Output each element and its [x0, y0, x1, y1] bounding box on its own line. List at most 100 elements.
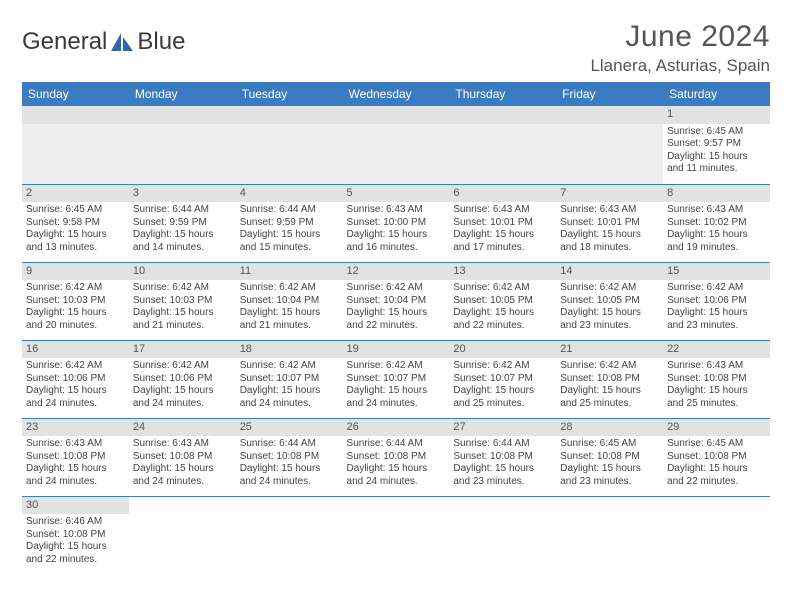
daylight-text: and 13 minutes.	[26, 242, 125, 255]
sunset-text: Sunset: 10:01 PM	[560, 217, 659, 230]
day-number: 18	[236, 341, 343, 359]
daylight-text: and 17 minutes.	[453, 242, 552, 255]
day-header: Sunday	[22, 82, 129, 106]
day-number: 19	[343, 341, 450, 359]
day-number: 20	[449, 341, 556, 359]
day-header: Wednesday	[343, 82, 450, 106]
calendar-cell: 20Sunrise: 6:42 AMSunset: 10:07 PMDaylig…	[449, 340, 556, 418]
sail-icon	[109, 31, 135, 53]
calendar-cell: 7Sunrise: 6:43 AMSunset: 10:01 PMDayligh…	[556, 184, 663, 262]
calendar-cell: 22Sunrise: 6:43 AMSunset: 10:08 PMDaylig…	[663, 340, 770, 418]
daylight-text: Daylight: 15 hours	[560, 307, 659, 320]
calendar-cell: 19Sunrise: 6:42 AMSunset: 10:07 PMDaylig…	[343, 340, 450, 418]
sunrise-text: Sunrise: 6:43 AM	[667, 360, 766, 373]
calendar-cell: 21Sunrise: 6:42 AMSunset: 10:08 PMDaylig…	[556, 340, 663, 418]
daylight-text: and 25 minutes.	[667, 398, 766, 411]
day-number: 8	[663, 185, 770, 203]
day-number: 25	[236, 419, 343, 437]
calendar-cell: 30Sunrise: 6:46 AMSunset: 10:08 PMDaylig…	[22, 496, 129, 574]
sunrise-text: Sunrise: 6:43 AM	[26, 438, 125, 451]
daylight-text: and 21 minutes.	[240, 320, 339, 333]
daylight-text: Daylight: 15 hours	[133, 307, 232, 320]
sunset-text: Sunset: 10:08 PM	[667, 373, 766, 386]
calendar-cell: 26Sunrise: 6:44 AMSunset: 10:08 PMDaylig…	[343, 418, 450, 496]
calendar-cell: 25Sunrise: 6:44 AMSunset: 10:08 PMDaylig…	[236, 418, 343, 496]
sunrise-text: Sunrise: 6:42 AM	[133, 360, 232, 373]
calendar-cell: 11Sunrise: 6:42 AMSunset: 10:04 PMDaylig…	[236, 262, 343, 340]
sunset-text: Sunset: 10:07 PM	[453, 373, 552, 386]
sunset-text: Sunset: 10:08 PM	[26, 451, 125, 464]
daylight-text: Daylight: 15 hours	[667, 463, 766, 476]
sunset-text: Sunset: 10:08 PM	[667, 451, 766, 464]
daylight-text: Daylight: 15 hours	[667, 385, 766, 398]
calendar-cell: 3Sunrise: 6:44 AMSunset: 9:59 PMDaylight…	[129, 184, 236, 262]
sunrise-text: Sunrise: 6:44 AM	[453, 438, 552, 451]
day-header: Monday	[129, 82, 236, 106]
daylight-text: and 24 minutes.	[133, 476, 232, 489]
day-number: 23	[22, 419, 129, 437]
sunrise-text: Sunrise: 6:45 AM	[667, 126, 766, 139]
calendar-cell: 4Sunrise: 6:44 AMSunset: 9:59 PMDaylight…	[236, 184, 343, 262]
day-number: 2	[22, 185, 129, 203]
daylight-text: and 21 minutes.	[133, 320, 232, 333]
day-number: 9	[22, 263, 129, 281]
calendar-cell	[449, 496, 556, 574]
daylight-text: and 24 minutes.	[347, 476, 446, 489]
daylight-text: Daylight: 15 hours	[667, 229, 766, 242]
sunrise-text: Sunrise: 6:45 AM	[26, 204, 125, 217]
sunset-text: Sunset: 10:01 PM	[453, 217, 552, 230]
sunset-text: Sunset: 10:08 PM	[560, 373, 659, 386]
daylight-text: and 15 minutes.	[240, 242, 339, 255]
calendar-row: 16Sunrise: 6:42 AMSunset: 10:06 PMDaylig…	[22, 340, 770, 418]
daylight-text: and 18 minutes.	[560, 242, 659, 255]
day-number: 10	[129, 263, 236, 281]
calendar-cell: 27Sunrise: 6:44 AMSunset: 10:08 PMDaylig…	[449, 418, 556, 496]
sunset-text: Sunset: 10:08 PM	[26, 529, 125, 542]
calendar-cell: 28Sunrise: 6:45 AMSunset: 10:08 PMDaylig…	[556, 418, 663, 496]
calendar-cell: 5Sunrise: 6:43 AMSunset: 10:00 PMDayligh…	[343, 184, 450, 262]
sunrise-text: Sunrise: 6:42 AM	[560, 360, 659, 373]
daylight-text: Daylight: 15 hours	[26, 463, 125, 476]
sunrise-text: Sunrise: 6:45 AM	[667, 438, 766, 451]
sunset-text: Sunset: 10:05 PM	[453, 295, 552, 308]
daylight-text: Daylight: 15 hours	[347, 385, 446, 398]
calendar-table: Sunday Monday Tuesday Wednesday Thursday…	[22, 82, 770, 574]
day-number: 22	[663, 341, 770, 359]
calendar-cell	[449, 106, 556, 184]
calendar-cell	[663, 496, 770, 574]
sunrise-text: Sunrise: 6:46 AM	[26, 516, 125, 529]
sunrise-text: Sunrise: 6:42 AM	[26, 360, 125, 373]
sunset-text: Sunset: 10:07 PM	[347, 373, 446, 386]
calendar-cell: 12Sunrise: 6:42 AMSunset: 10:04 PMDaylig…	[343, 262, 450, 340]
sunset-text: Sunset: 10:06 PM	[667, 295, 766, 308]
daylight-text: and 11 minutes.	[667, 163, 766, 176]
calendar-cell: 29Sunrise: 6:45 AMSunset: 10:08 PMDaylig…	[663, 418, 770, 496]
calendar-cell: 13Sunrise: 6:42 AMSunset: 10:05 PMDaylig…	[449, 262, 556, 340]
calendar-row: 9Sunrise: 6:42 AMSunset: 10:03 PMDayligh…	[22, 262, 770, 340]
daylight-text: Daylight: 15 hours	[240, 229, 339, 242]
calendar-cell	[556, 106, 663, 184]
sunset-text: Sunset: 10:00 PM	[347, 217, 446, 230]
daylight-text: and 22 minutes.	[347, 320, 446, 333]
daylight-text: and 25 minutes.	[453, 398, 552, 411]
daylight-text: Daylight: 15 hours	[453, 463, 552, 476]
day-number: 5	[343, 185, 450, 203]
daylight-text: and 23 minutes.	[560, 320, 659, 333]
calendar-row: 1Sunrise: 6:45 AMSunset: 9:57 PMDaylight…	[22, 106, 770, 184]
daylight-text: Daylight: 15 hours	[453, 307, 552, 320]
day-number: 16	[22, 341, 129, 359]
day-header: Saturday	[663, 82, 770, 106]
daylight-text: Daylight: 15 hours	[667, 151, 766, 164]
daylight-text: Daylight: 15 hours	[240, 463, 339, 476]
calendar-row: 2Sunrise: 6:45 AMSunset: 9:58 PMDaylight…	[22, 184, 770, 262]
daylight-text: Daylight: 15 hours	[347, 463, 446, 476]
sunset-text: Sunset: 10:05 PM	[560, 295, 659, 308]
day-header-row: Sunday Monday Tuesday Wednesday Thursday…	[22, 82, 770, 106]
sunset-text: Sunset: 10:08 PM	[453, 451, 552, 464]
day-number: 17	[129, 341, 236, 359]
calendar-cell	[343, 106, 450, 184]
daylight-text: Daylight: 15 hours	[667, 307, 766, 320]
sunrise-text: Sunrise: 6:44 AM	[133, 204, 232, 217]
daylight-text: and 24 minutes.	[26, 398, 125, 411]
daylight-text: and 24 minutes.	[26, 476, 125, 489]
